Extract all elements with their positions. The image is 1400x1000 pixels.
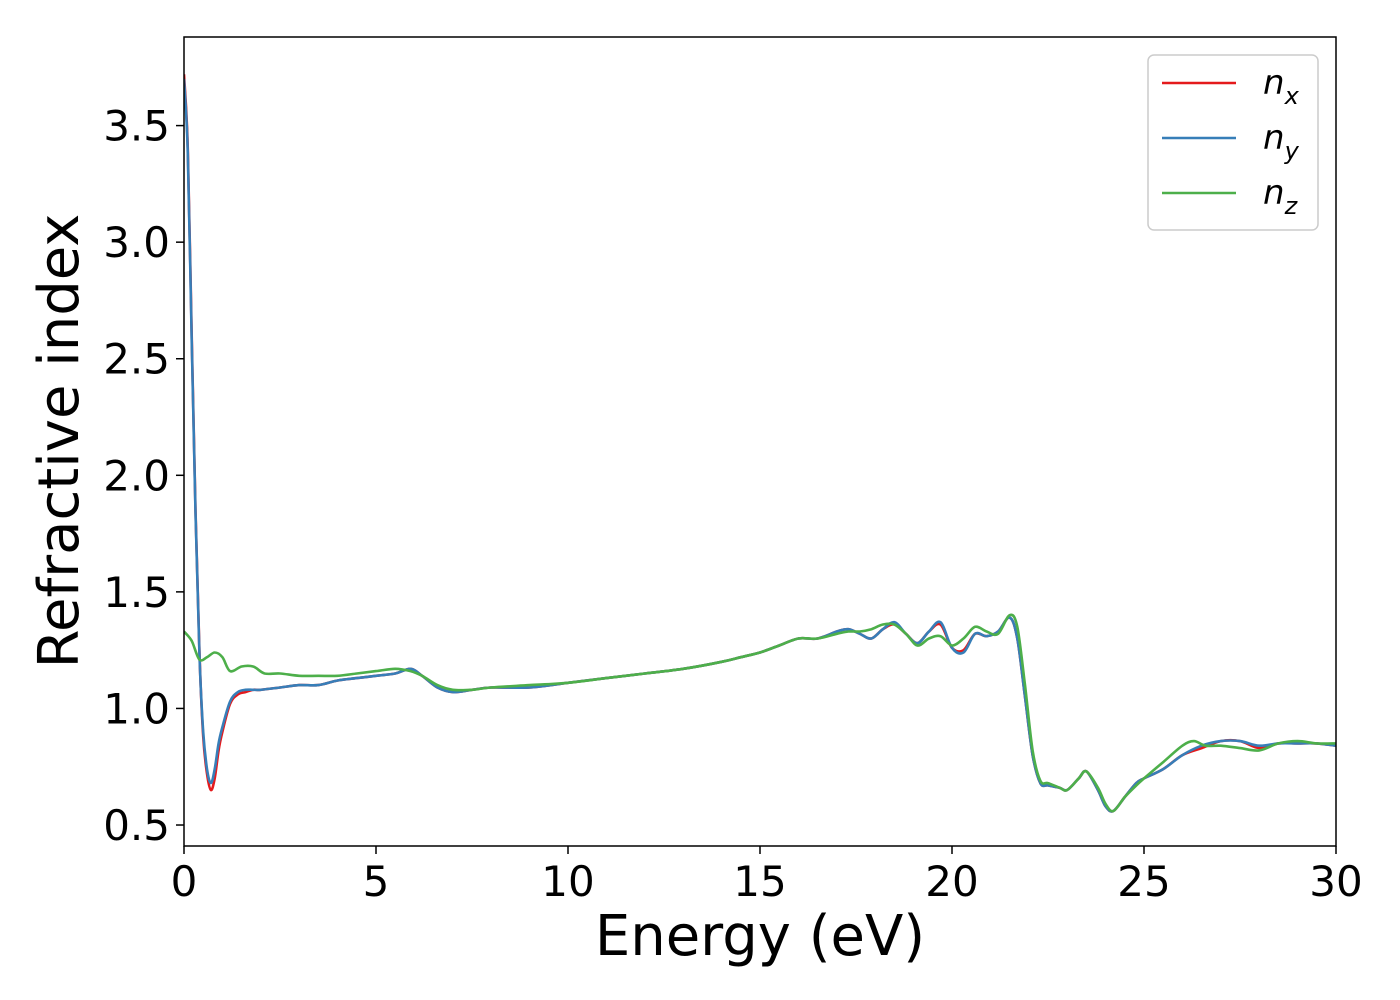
x-axis-title: Energy (eV) <box>595 904 925 969</box>
legend-box <box>1147 54 1319 231</box>
y-axis-ticks: 0.5 1.0 1.5 2.0 2.5 3.0 3.5 <box>103 102 184 850</box>
x-tick-label: 10 <box>541 857 594 906</box>
legend-label-nz: nz <box>1263 173 1299 220</box>
y-tick-label: 3.0 <box>103 218 170 267</box>
x-axis-ticks: 0 5 10 15 20 25 30 <box>171 846 1363 906</box>
x-tick-label: 30 <box>1309 857 1362 906</box>
y-tick-label: 1.0 <box>103 684 170 733</box>
y-tick-label: 1.5 <box>103 568 170 617</box>
x-tick-label: 15 <box>733 857 786 906</box>
y-axis-title: Refractive index <box>27 214 92 669</box>
y-tick-label: 0.5 <box>103 801 170 850</box>
x-tick-label: 5 <box>363 857 390 906</box>
plot-series-group <box>184 74 1336 813</box>
x-tick-label: 0 <box>171 857 198 906</box>
y-tick-label: 2.0 <box>103 451 170 500</box>
x-tick-label: 20 <box>925 857 978 906</box>
y-tick-label: 3.5 <box>103 102 170 151</box>
x-tick-label: 25 <box>1117 857 1170 906</box>
series-line-nz <box>184 613 1336 813</box>
y-tick-label: 2.5 <box>103 335 170 384</box>
